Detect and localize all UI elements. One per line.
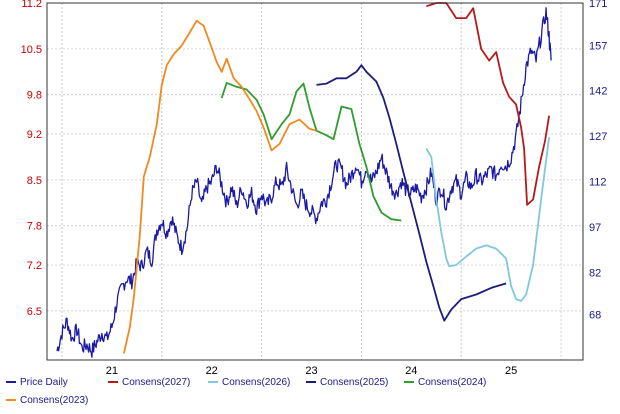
x-tick-label: 21 [106, 365, 118, 377]
series-line-consens-2024 [220, 82, 402, 222]
x-tick-label: 25 [505, 365, 517, 377]
left-tick-label: 9.8 [27, 90, 42, 102]
left-tick-label: 7.8 [27, 221, 42, 233]
right-tick-label: 127 [589, 131, 607, 143]
series-line-consens-2023 [123, 19, 317, 354]
plot-frame [46, 2, 584, 361]
left-tick-label: 8.5 [27, 175, 42, 187]
grid [47, 2, 583, 360]
left-axis: 6.5 7.2 7.8 8.5 9.2 9.8 10.5 11.2 [21, 0, 42, 318]
series-line-consens-2026 [425, 137, 550, 302]
right-tick-label: 171 [589, 0, 607, 10]
right-axis: 68 82 97 112 127 142 157 171 [589, 0, 607, 322]
legend-label: Price Daily [20, 377, 68, 388]
right-tick-label: 68 [589, 310, 601, 322]
left-tick-label: 6.5 [27, 306, 42, 318]
left-tick-label: 10.5 [21, 44, 42, 56]
legend-label: Consens(2027) [122, 377, 190, 388]
left-tick-label: 11.2 [21, 0, 42, 10]
right-tick-label: 142 [589, 86, 607, 98]
series-line-consens-2025 [316, 64, 507, 322]
right-tick-label: 157 [589, 40, 607, 52]
x-axis: 21 22 23 24 25 [106, 365, 518, 377]
legend-label: Consens(2026) [222, 377, 290, 388]
x-tick-label: 22 [206, 365, 218, 377]
right-tick-label: 82 [589, 267, 601, 279]
x-tick-label: 24 [405, 365, 417, 377]
legend: Price Daily Consens(2027) Consens(2026) Con… [6, 377, 486, 406]
x-tick-label: 23 [305, 365, 317, 377]
left-tick-label: 9.2 [27, 129, 42, 141]
legend-label: Consens(2025) [320, 377, 388, 388]
legend-label: Consens(2024) [418, 377, 486, 388]
legend-label: Consens(2023) [20, 395, 88, 406]
series-group [56, 2, 552, 358]
series-line-price-daily [56, 7, 552, 358]
right-tick-label: 112 [589, 177, 607, 189]
left-tick-label: 7.2 [27, 260, 42, 272]
series-line-consens-2027 [426, 2, 550, 206]
right-tick-label: 97 [589, 222, 601, 234]
